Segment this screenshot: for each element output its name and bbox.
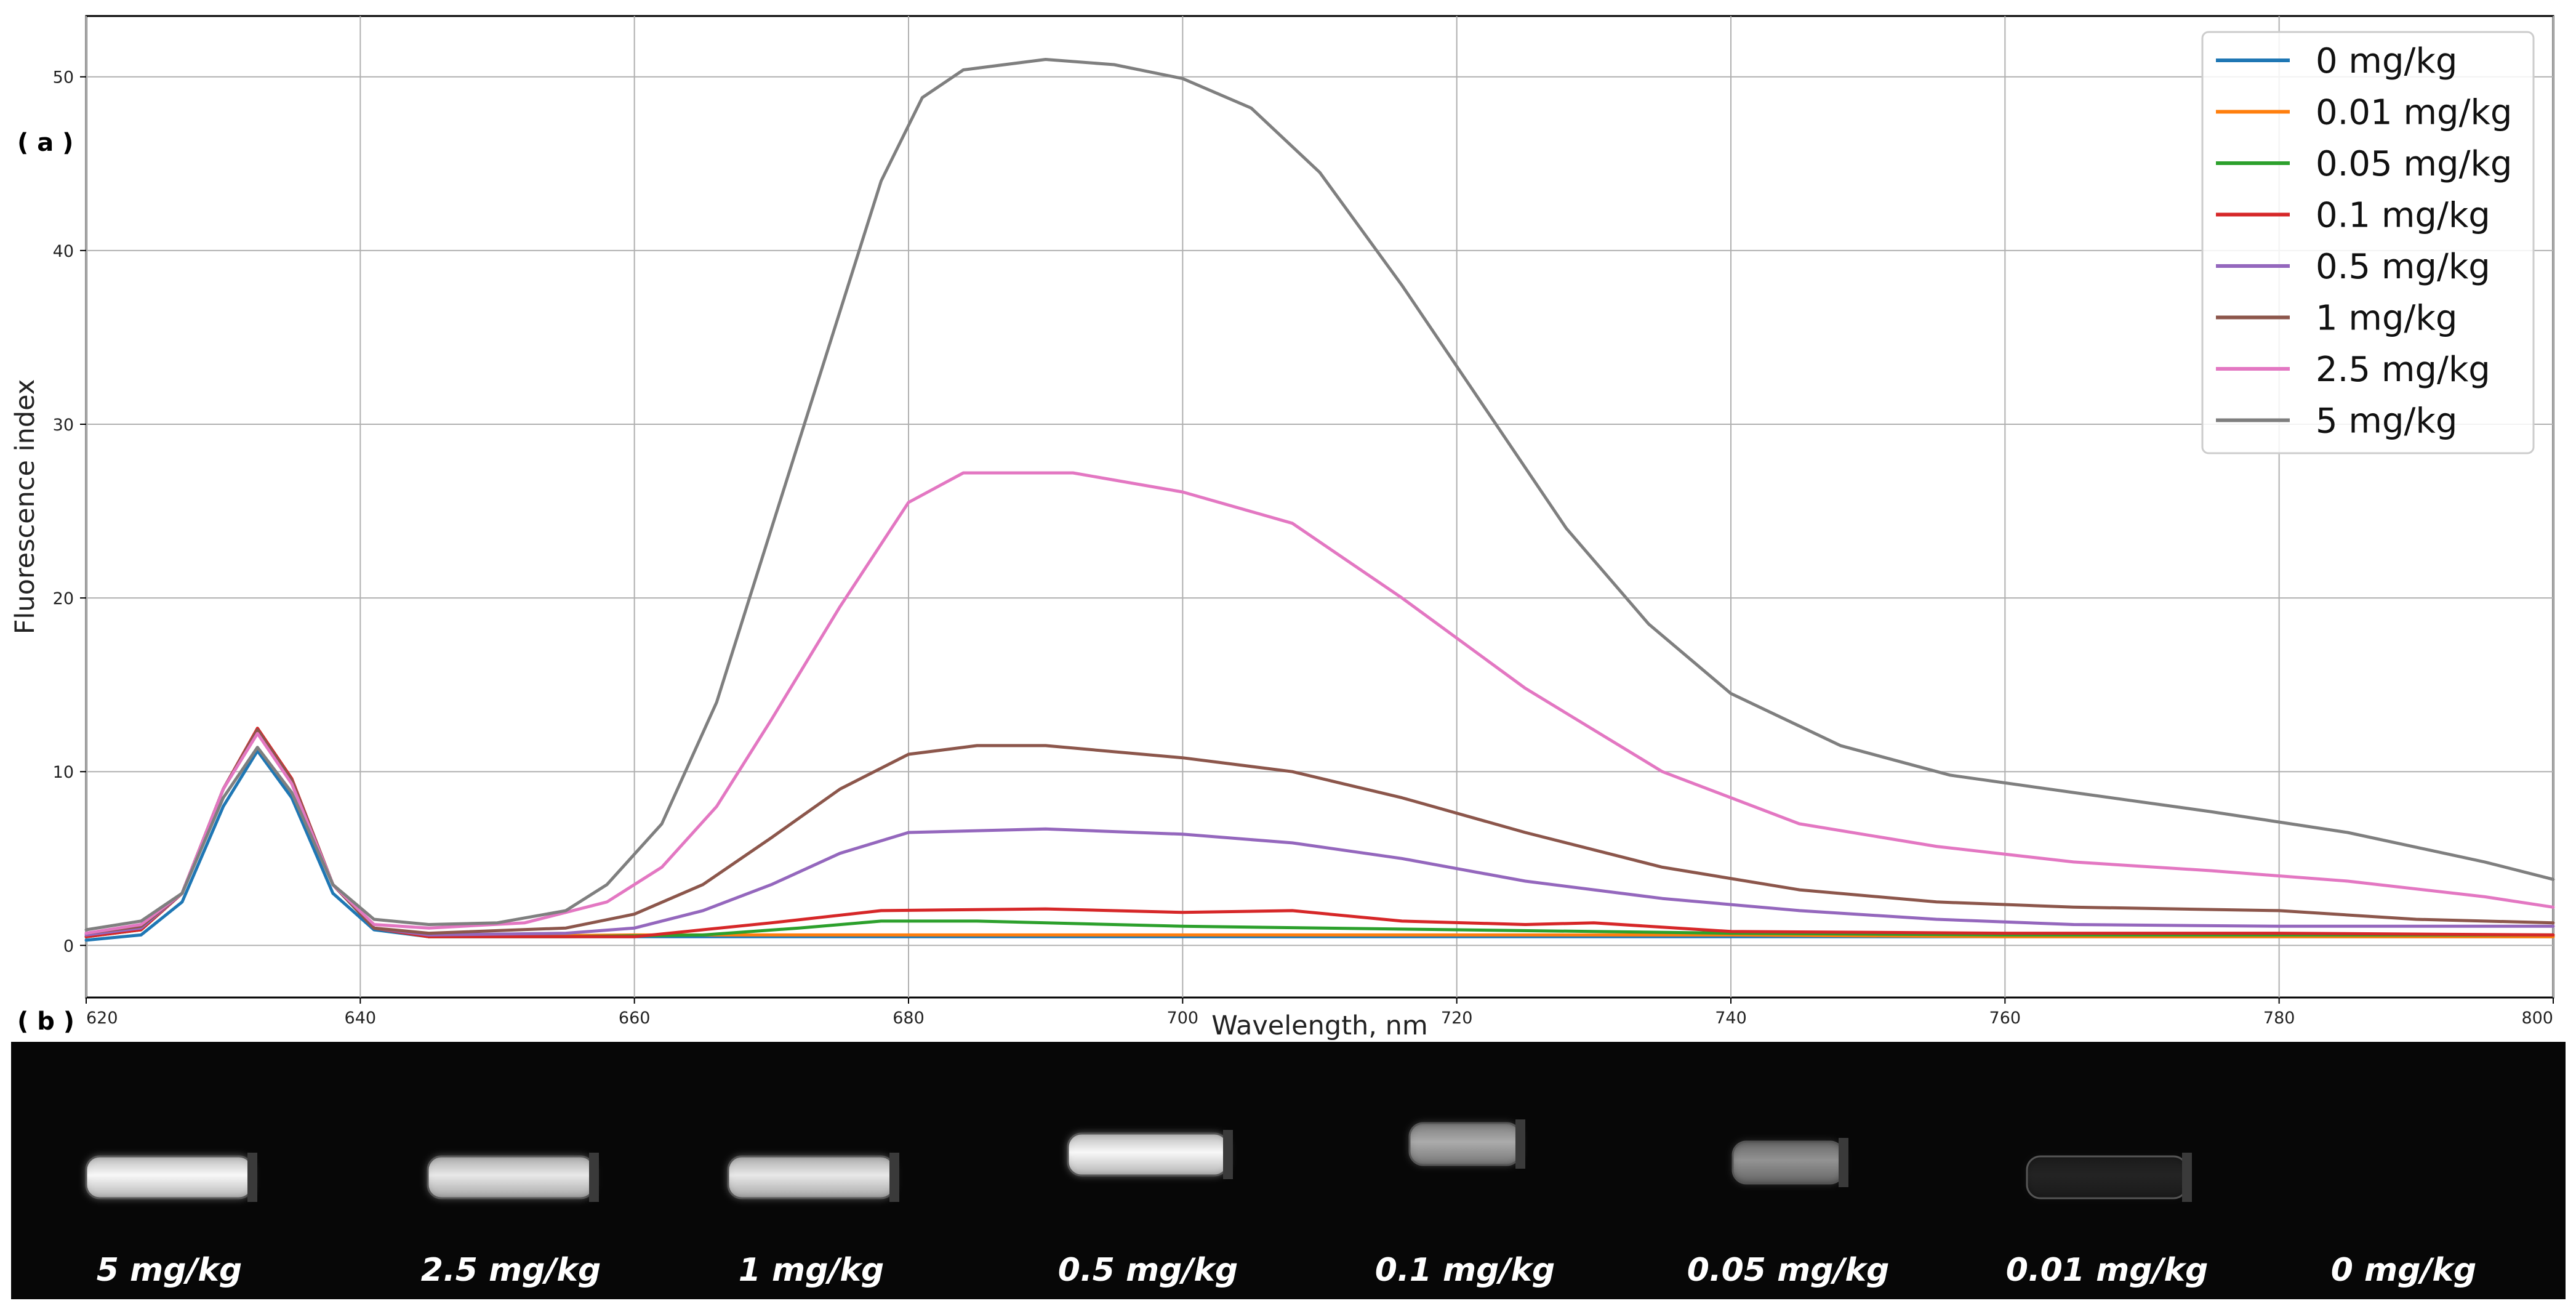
tube-cap bbox=[589, 1153, 599, 1202]
legend-label: 2.5 mg/kg bbox=[2316, 350, 2490, 390]
x-tick-label: 660 bbox=[619, 1009, 651, 1028]
sample-tube bbox=[85, 1155, 254, 1199]
sample-label: 0.5 mg/kg bbox=[1058, 1252, 1238, 1289]
sample-tube bbox=[427, 1155, 595, 1199]
sample-label: 0.01 mg/kg bbox=[2006, 1252, 2209, 1289]
sample-tube bbox=[2026, 1155, 2188, 1199]
sample-label: 0.1 mg/kg bbox=[1375, 1252, 1555, 1289]
y-tick-label: 20 bbox=[53, 589, 74, 608]
sample-label: 2.5 mg/kg bbox=[421, 1252, 601, 1289]
x-tick-label: 620 bbox=[86, 1009, 118, 1028]
sample-label: 0.05 mg/kg bbox=[1687, 1252, 1890, 1289]
series-line bbox=[84, 728, 2555, 935]
legend-label: 5 mg/kg bbox=[2316, 401, 2457, 441]
legend-label: 0.01 mg/kg bbox=[2316, 93, 2512, 133]
panel-a-label: ( a ) bbox=[17, 129, 73, 157]
sample-label: 5 mg/kg bbox=[97, 1252, 243, 1289]
series-line bbox=[84, 471, 2555, 935]
legend-label: 0.5 mg/kg bbox=[2316, 247, 2490, 287]
x-tick-label: 640 bbox=[345, 1009, 377, 1028]
legend-label: 0.05 mg/kg bbox=[2316, 144, 2512, 184]
panel-b-label: ( b ) bbox=[17, 1007, 74, 1036]
tube-cap bbox=[1839, 1138, 1848, 1187]
sample-tube bbox=[727, 1155, 896, 1199]
legend-label: 1 mg/kg bbox=[2316, 299, 2457, 339]
sample-label: 1 mg/kg bbox=[739, 1252, 885, 1289]
x-tick-label: 760 bbox=[1989, 1009, 2021, 1028]
y-tick-label: 30 bbox=[53, 416, 74, 435]
tube-cap bbox=[247, 1153, 257, 1202]
y-tick-label: 40 bbox=[53, 242, 74, 261]
y-axis-ticks: 0 10 20 30 40 50 bbox=[53, 68, 86, 956]
x-tick-label: 800 bbox=[2521, 1009, 2553, 1028]
series-line bbox=[84, 58, 2555, 932]
y-tick-label: 10 bbox=[53, 763, 74, 782]
legend: 0 mg/kg 0.01 mg/kg 0.05 mg/kg 0.1 mg/kg 0.5 … bbox=[2201, 31, 2535, 454]
x-tick-label: 740 bbox=[1715, 1009, 1747, 1028]
x-tick-label: 780 bbox=[2263, 1009, 2295, 1028]
y-tick-label: 0 bbox=[63, 937, 74, 956]
tube-cap bbox=[2182, 1153, 2192, 1202]
y-tick-label: 50 bbox=[53, 68, 74, 87]
x-axis-title: Wavelength, nm bbox=[1211, 1010, 1428, 1041]
sample-tube bbox=[1067, 1132, 1229, 1177]
fluorescence-chart: 620 640 660 680 700 720 740 760 780 800 0 10 20 30 40… bbox=[10, 15, 2555, 1041]
sample-tube bbox=[1408, 1122, 1522, 1166]
legend-box bbox=[2201, 31, 2535, 454]
grid bbox=[86, 16, 2554, 998]
photo-panel: 5 mg/kg 2.5 mg/kg 1 mg/kg 0.5 mg/kg 0.1 mg/k… bbox=[11, 1042, 2566, 1299]
legend-label: 0.1 mg/kg bbox=[2316, 196, 2490, 236]
x-tick-label: 720 bbox=[1441, 1009, 1473, 1028]
x-tick-label: 680 bbox=[893, 1009, 925, 1028]
legend-label: 0 mg/kg bbox=[2316, 41, 2457, 81]
x-axis-ticks: 620 640 660 680 700 720 740 760 780 800 bbox=[86, 998, 2554, 1028]
y-axis-title: Fluorescence index bbox=[10, 379, 41, 635]
tube-cap bbox=[1223, 1130, 1233, 1179]
tube-cap bbox=[889, 1153, 899, 1202]
plot-area bbox=[85, 15, 2554, 999]
tube-cap bbox=[1515, 1119, 1525, 1169]
series-lines bbox=[84, 58, 2555, 942]
x-tick-label: 700 bbox=[1167, 1009, 1199, 1028]
sample-label: 0 mg/kg bbox=[2331, 1252, 2477, 1289]
sample-tube bbox=[1731, 1140, 1845, 1185]
